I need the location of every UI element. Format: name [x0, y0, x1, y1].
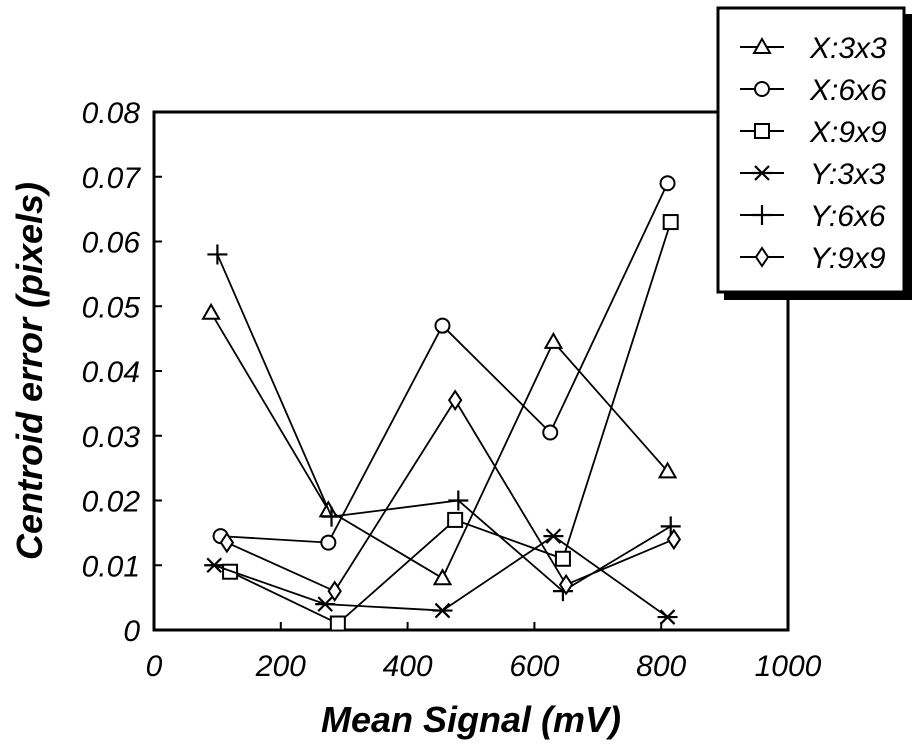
series-x-9x9-point: [329, 615, 346, 632]
x-tick-label: 800: [636, 650, 686, 683]
legend-entry-y-9x9-marker: [754, 246, 770, 268]
series-x-6x6-point: [659, 175, 676, 192]
series-y-3x3-point: [657, 609, 678, 625]
y-tick-label: 0.07: [82, 162, 142, 195]
series-y-3x3-point: [543, 528, 564, 544]
series-x-6x6-line: [220, 182, 669, 544]
series-x-3x3-point: [432, 568, 453, 586]
series-y-3x3: [204, 528, 678, 625]
series-y-9x9-point: [327, 580, 342, 602]
legend-entry-y-9x9-label: Y:9x9: [810, 242, 886, 275]
y-tick-label: 0.02: [82, 486, 141, 519]
series-x-3x3-point: [201, 302, 221, 320]
series-y-3x3-point: [204, 557, 225, 574]
x-tick-label: 200: [255, 650, 306, 683]
legend-entry-x-3x3-label: X:3x3: [809, 32, 887, 65]
legend-entry-x-9x9-label: X:9x9: [809, 116, 887, 149]
series-x-9x9-point: [447, 511, 464, 528]
x-axis-title: Mean Signal (mV): [321, 699, 621, 740]
legend-entry-y-9x9: Y:9x9: [740, 242, 886, 275]
legend-entry-y-3x3-marker: [752, 165, 772, 181]
legend-entry-y-3x3: Y:3x3: [740, 158, 886, 191]
y-tick-label: 0.01: [82, 550, 140, 583]
series-x-9x9-point: [662, 214, 679, 231]
series-x-6x6-point: [542, 424, 559, 441]
series-y-6x6-point: [660, 516, 681, 537]
series-x-3x3-point: [543, 331, 564, 349]
y-axis-ticks: 0 0.01 0.02 0.03 0.04 0.05 0.06 0.07 0.08: [82, 97, 162, 648]
series-y-9x9-point: [219, 531, 235, 554]
legend-entry-x-6x6-label: X:6x6: [809, 74, 887, 107]
series-y-6x6-point: [448, 490, 469, 511]
legend-entry-y-6x6-marker: [752, 205, 772, 225]
series-x-6x6: [212, 175, 676, 551]
legend-entry-x-3x3-marker: [752, 36, 772, 54]
series-x-6x6-point: [434, 317, 451, 334]
legend-entry-x-6x6-marker: [754, 81, 770, 97]
legend-entry-x-3x3: X:3x3: [740, 32, 887, 65]
series-y-9x9-point: [447, 389, 463, 411]
series-y-3x3-point: [315, 596, 336, 612]
x-tick-label: 600: [509, 650, 559, 683]
x-tick-label: 400: [383, 650, 433, 683]
x-axis-ticks: 0 200 400 600 800 1000: [146, 622, 822, 683]
series-y-9x9-point: [666, 528, 682, 551]
y-axis-title: Centroid error (pixels): [9, 182, 50, 560]
legend-entry-x-9x9: X:9x9: [740, 116, 887, 149]
legend-entry-x-9x9-marker: [754, 123, 770, 139]
series-x-6x6-point: [320, 534, 337, 551]
legend-entry-y-3x3-label: Y:3x3: [810, 158, 886, 191]
legend: X:3x3 X:6x6 X:9x9 Y:3x3 Y:6x6 Y:9x9: [716, 6, 912, 300]
series-x-9x9: [222, 214, 679, 632]
legend-entry-y-6x6: Y:6x6: [740, 200, 886, 233]
x-tick-label: 0: [146, 650, 163, 683]
y-tick-label: 0.04: [82, 356, 140, 389]
series-layer: [201, 175, 682, 632]
y-tick-label: 0.03: [82, 421, 141, 454]
series-y-9x9-point: [558, 573, 574, 596]
y-tick-label: 0.08: [82, 97, 141, 130]
y-tick-label: 0.05: [82, 291, 141, 324]
series-y-9x9: [219, 389, 682, 602]
series-y-6x6-point: [321, 506, 342, 527]
series-x-3x3: [201, 302, 678, 586]
legend-box: [716, 6, 906, 294]
series-y-3x3-point: [432, 602, 453, 619]
y-tick-label: 0: [123, 615, 140, 648]
series-x-3x3-point: [657, 461, 678, 479]
series-y-6x6: [207, 244, 681, 602]
y-tick-label: 0.06: [82, 227, 141, 260]
series-y-6x6-point: [207, 244, 228, 265]
x-tick-label: 1000: [755, 650, 822, 683]
series-x-9x9-point: [554, 550, 571, 567]
legend-entry-x-6x6: X:6x6: [740, 74, 887, 107]
legend-entry-y-6x6-label: Y:6x6: [810, 200, 886, 233]
